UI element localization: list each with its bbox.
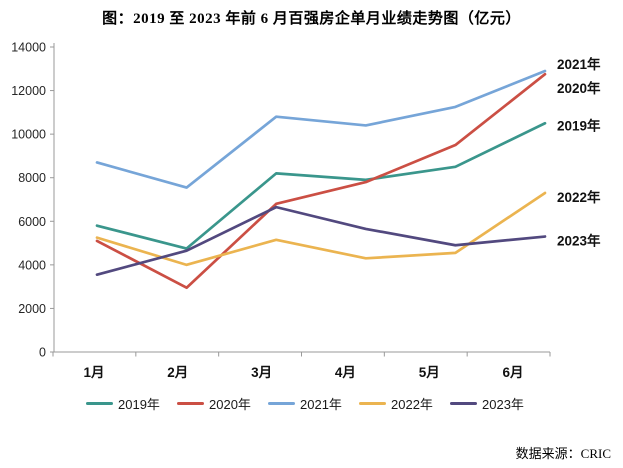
series-line-2023年 — [95, 205, 547, 277]
legend-label-2023年: 2023年 — [482, 397, 524, 412]
legend-label-2021年: 2021年 — [300, 397, 342, 412]
series-end-label-2023年: 2023年 — [557, 233, 601, 249]
legend-label-2022年: 2022年 — [391, 397, 433, 412]
legend-item-2023年: 2023年 — [450, 394, 541, 413]
legend-label-2020年: 2020年 — [209, 397, 251, 412]
x-category-label: 2月 — [167, 365, 188, 380]
series-end-label-2020年: 2020年 — [557, 80, 601, 96]
series-line-2022年 — [95, 191, 547, 267]
chart-title: 图：2019 至 2023 年前 6 月百强房企单月业绩走势图（亿元） — [102, 11, 521, 27]
legend-item-2020年: 2020年 — [177, 394, 268, 413]
series-end-label-2022年: 2022年 — [557, 189, 601, 205]
y-tick-label: 10000 — [11, 128, 46, 142]
legend-label-2019年: 2019年 — [118, 397, 160, 412]
series-end-label-2019年: 2019年 — [557, 117, 601, 133]
legend-item-2022年: 2022年 — [359, 394, 450, 413]
legend-swatch-2023年 — [450, 402, 477, 405]
x-category-label: 3月 — [251, 365, 272, 380]
x-category-label: 1月 — [83, 365, 104, 380]
x-category-label: 6月 — [502, 365, 523, 380]
legend-swatch-2019年 — [86, 402, 113, 405]
legend-item-2019年: 2019年 — [86, 394, 177, 413]
legend: 2019年 2020年 2021年 2022年 2023年 — [86, 394, 541, 413]
y-tick-label: 4000 — [18, 258, 46, 272]
x-category-label: 5月 — [419, 365, 440, 380]
data-source: 数据来源：CRIC — [515, 446, 611, 461]
y-tick-label: 6000 — [18, 215, 46, 229]
series-line-2019年 — [95, 121, 547, 250]
y-tick-label: 2000 — [18, 302, 46, 316]
legend-swatch-2020年 — [177, 402, 204, 405]
legend-swatch-2022年 — [359, 402, 386, 405]
y-tick-label: 14000 — [11, 41, 46, 55]
series-end-label-2021年: 2021年 — [557, 56, 601, 72]
x-category-label: 4月 — [335, 365, 356, 380]
legend-swatch-2021年 — [268, 402, 295, 405]
y-tick-label: 12000 — [11, 84, 46, 98]
series-line-2021年 — [95, 69, 547, 189]
legend-item-2021年: 2021年 — [268, 394, 359, 413]
series-line-2020年 — [95, 72, 547, 290]
y-tick-label: 0 — [39, 346, 46, 360]
y-tick-label: 8000 — [18, 171, 46, 185]
